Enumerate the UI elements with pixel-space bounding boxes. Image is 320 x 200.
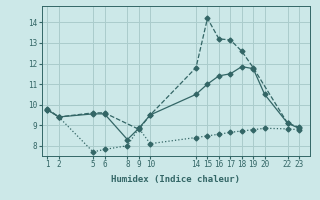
X-axis label: Humidex (Indice chaleur): Humidex (Indice chaleur) [111, 175, 241, 184]
